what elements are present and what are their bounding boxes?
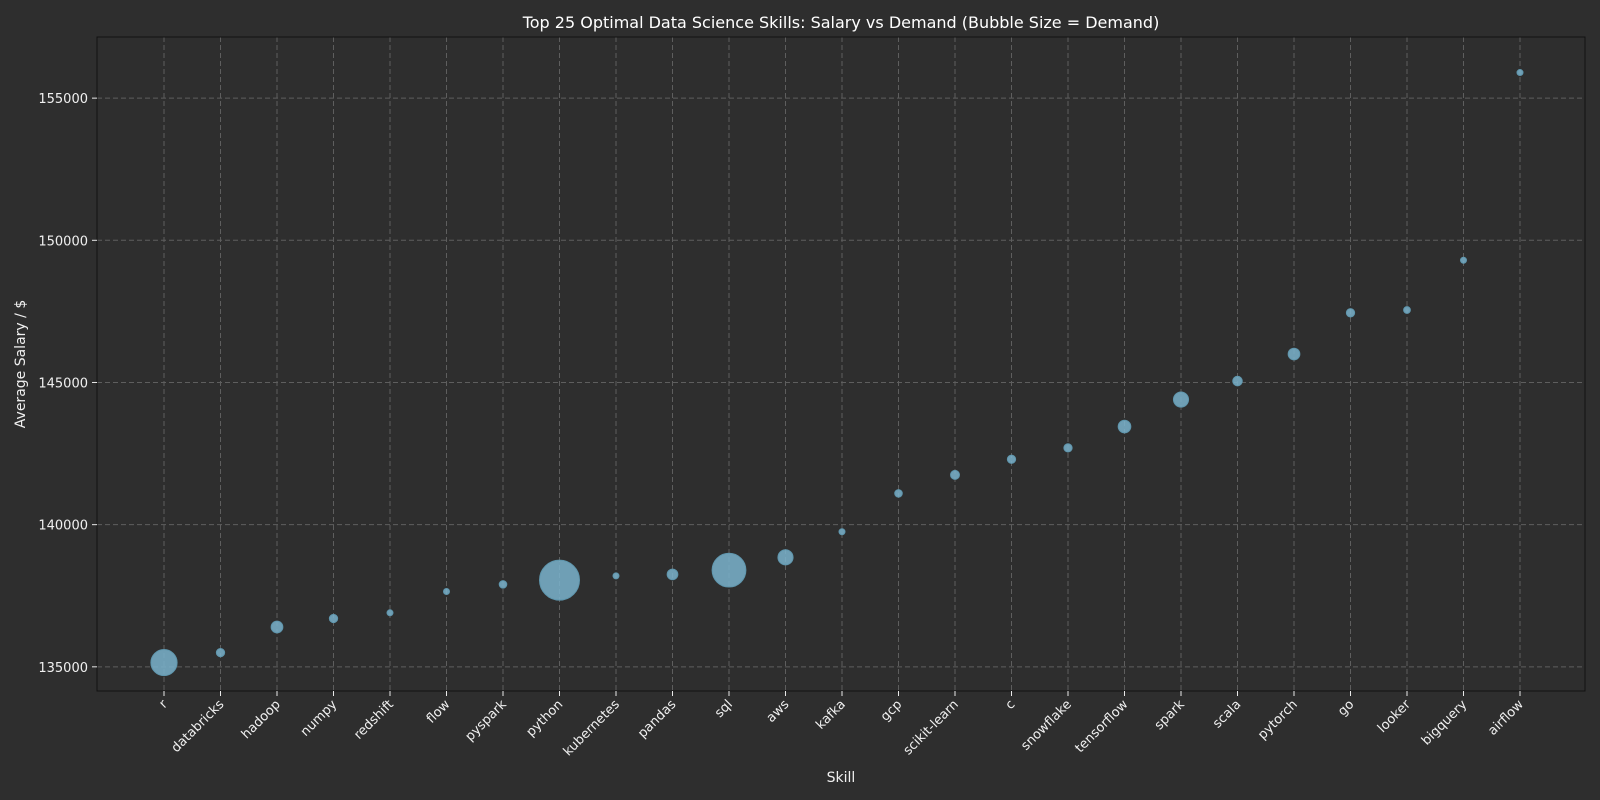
bubble-gcp [894, 489, 903, 498]
bubble-scikit-learn [950, 469, 960, 480]
y-axis: 135000 140000 145000 150000 155000 [38, 92, 97, 676]
y-tick-label: 155000 [38, 92, 88, 107]
bubble-flow [443, 587, 450, 595]
bubble-pytorch [1287, 347, 1301, 361]
y-tick-label: 145000 [38, 376, 88, 391]
y-tick-label: 135000 [38, 661, 88, 676]
y-tick-label: 140000 [38, 519, 88, 534]
bubble-sql [711, 552, 747, 588]
x-axis-label: Skill [827, 770, 856, 786]
bubble-kubernetes [612, 572, 620, 580]
chart-title: Top 25 Optimal Data Science Skills: Sala… [522, 13, 1160, 32]
bubble-r [150, 648, 178, 677]
bubble-scala [1232, 375, 1243, 387]
bubble-pyspark [498, 580, 508, 589]
bubble-numpy [328, 613, 339, 624]
plot-frame [96, 36, 1586, 692]
bubble-python [539, 559, 580, 601]
bubble-spark [1172, 391, 1190, 408]
bubble-c [1006, 454, 1017, 464]
bubble-go [1345, 308, 1356, 318]
bubble-airflow [1516, 69, 1524, 77]
bubble-pandas [666, 568, 679, 581]
bubble-looker [1403, 306, 1411, 314]
bubble-aws [777, 549, 794, 566]
bubble-bigquery [1460, 256, 1467, 264]
y-tick-label: 150000 [38, 234, 88, 249]
y-axis-label: Average Salary / $ [13, 300, 29, 428]
bubble-tensorflow [1117, 419, 1132, 434]
bubble-kafka [838, 528, 846, 536]
bubble-databricks [215, 647, 226, 658]
bubble-series [150, 69, 1524, 677]
bubble-redshift [386, 609, 394, 617]
bubble-hadoop [270, 620, 284, 634]
bubble-snowflake [1063, 443, 1073, 453]
